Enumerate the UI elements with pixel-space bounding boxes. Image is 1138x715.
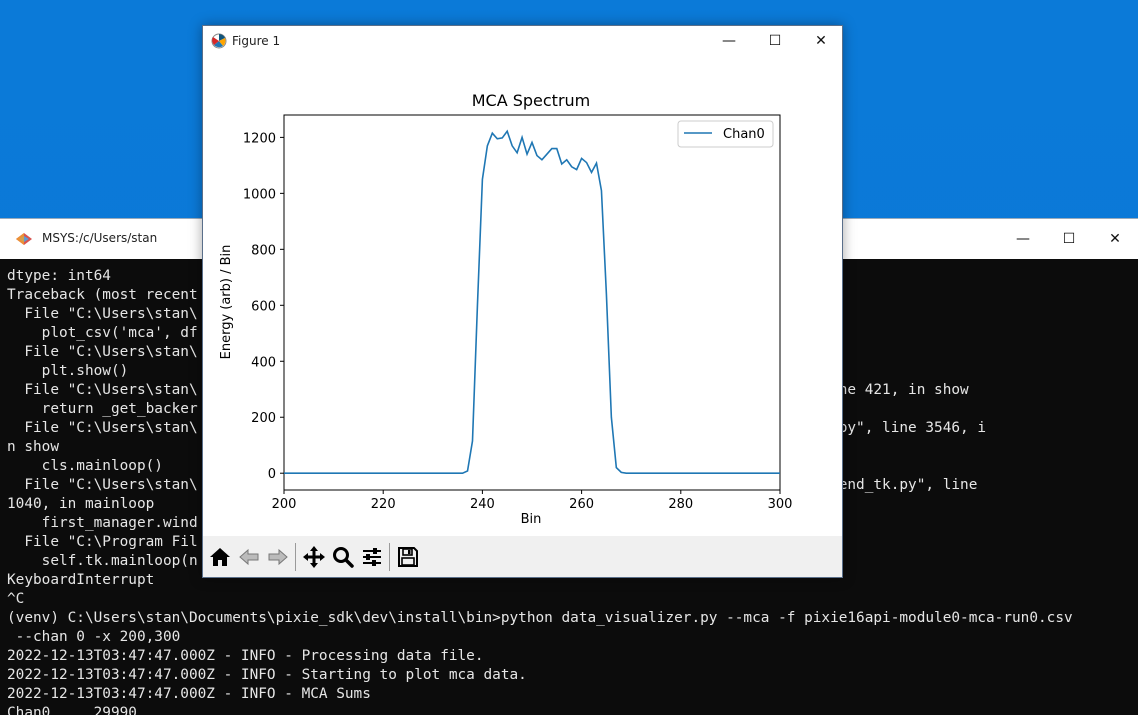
toolbar-separator	[295, 542, 296, 571]
terminal-line: 2022-12-13T03:47:47.000Z - INFO - MCA Su…	[7, 686, 371, 702]
figure-close-button[interactable]: ✕	[815, 33, 827, 49]
terminal-line: dtype: int64	[7, 268, 111, 284]
terminal-output[interactable]: dtype: int64 Traceback (most recent call …	[7, 267, 1135, 715]
y-tick-label: 800	[251, 243, 276, 258]
terminal-line: plt.show()	[7, 363, 129, 379]
zoom-icon	[332, 546, 354, 568]
x-tick-label: 220	[371, 497, 396, 512]
matplotlib-logo-icon	[211, 33, 227, 49]
terminal-line: n show	[7, 439, 59, 455]
terminal-title: MSYS:/c/Users/stan	[42, 231, 158, 245]
figure-minimize-button[interactable]: —	[722, 33, 736, 49]
terminal-minimize-button[interactable]: —	[1016, 231, 1030, 247]
terminal-line: 2022-12-13T03:47:47.000Z - INFO - Proces…	[7, 648, 484, 664]
y-tick-label: 1000	[243, 187, 276, 202]
x-tick-label: 200	[272, 497, 297, 512]
terminal-line: File "C:\Program Fil	[7, 534, 198, 550]
msys-logo-icon	[16, 233, 32, 245]
save-button[interactable]	[393, 541, 422, 573]
terminal-line: KeyboardInterrupt	[7, 572, 155, 588]
terminal-line: 2022-12-13T03:47:47.000Z - INFO - Starti…	[7, 667, 527, 683]
terminal-line: return _get_backer	[7, 401, 198, 417]
terminal-line: self.tk.mainloop(n	[7, 553, 198, 569]
configure-icon	[362, 547, 381, 566]
back-icon	[238, 548, 258, 565]
x-tick-label: 280	[668, 497, 693, 512]
zoom-button[interactable]	[328, 541, 357, 573]
y-tick-label: 400	[251, 355, 276, 370]
figure-window[interactable]: Figure 1 — ☐ ✕ MCA Spectrum 200 220 240 260…	[202, 25, 843, 578]
series-line-chan0	[284, 129, 780, 475]
back-button[interactable]	[234, 541, 263, 573]
terminal-line: first_manager.wind	[7, 515, 198, 531]
x-tick-label: 240	[470, 497, 495, 512]
y-tick-label: 1200	[243, 131, 276, 146]
legend-label-chan0: Chan0	[723, 127, 765, 142]
pan-icon	[302, 545, 325, 568]
terminal-line: Chan0 29990	[7, 705, 137, 715]
home-icon	[209, 547, 230, 566]
legend: Chan0	[677, 120, 774, 148]
plot-canvas[interactable]: MCA Spectrum 200 220 240 260 280 300 0 200 400 6…	[203, 56, 842, 536]
toolbar-separator	[389, 542, 390, 571]
x-tick-label: 300	[768, 497, 793, 512]
configure-subplots-button[interactable]	[357, 541, 386, 573]
figure-maximize-button[interactable]: ☐	[768, 33, 782, 49]
figure-title: Figure 1	[232, 34, 281, 48]
terminal-line: --chan 0 -x 200,300	[7, 629, 181, 645]
terminal-line: (venv) C:\Users\stan\Documents\pixie_sdk…	[7, 610, 1073, 626]
pan-button[interactable]	[299, 541, 328, 573]
y-tick-label: 0	[268, 467, 276, 482]
forward-icon	[268, 548, 288, 565]
terminal-line: 1040, in mainloop	[7, 496, 155, 512]
x-tick-label: 260	[569, 497, 594, 512]
axes-frame	[283, 114, 781, 491]
y-tick-label: 600	[251, 299, 276, 314]
terminal-line: ^C	[7, 591, 25, 607]
save-icon	[397, 546, 418, 567]
terminal-close-button[interactable]: ✕	[1109, 231, 1121, 247]
navigation-toolbar	[203, 536, 842, 577]
terminal-maximize-button[interactable]: ☐	[1062, 231, 1076, 247]
home-button[interactable]	[205, 541, 234, 573]
y-tick-label: 200	[251, 411, 276, 426]
forward-button[interactable]	[263, 541, 292, 573]
x-axis-label: Bin	[521, 512, 542, 527]
mca-spectrum-chart: MCA Spectrum 200 220 240 260 280 300 0 200 400 6…	[219, 91, 793, 527]
chart-title: MCA Spectrum	[472, 91, 591, 110]
terminal-line: plot_csv('mca', df	[7, 325, 198, 341]
y-axis-label: Energy (arb) / Bin	[219, 245, 234, 360]
terminal-line: cls.mainloop()	[7, 458, 163, 474]
figure-titlebar[interactable]: Figure 1 — ☐ ✕	[203, 26, 842, 56]
